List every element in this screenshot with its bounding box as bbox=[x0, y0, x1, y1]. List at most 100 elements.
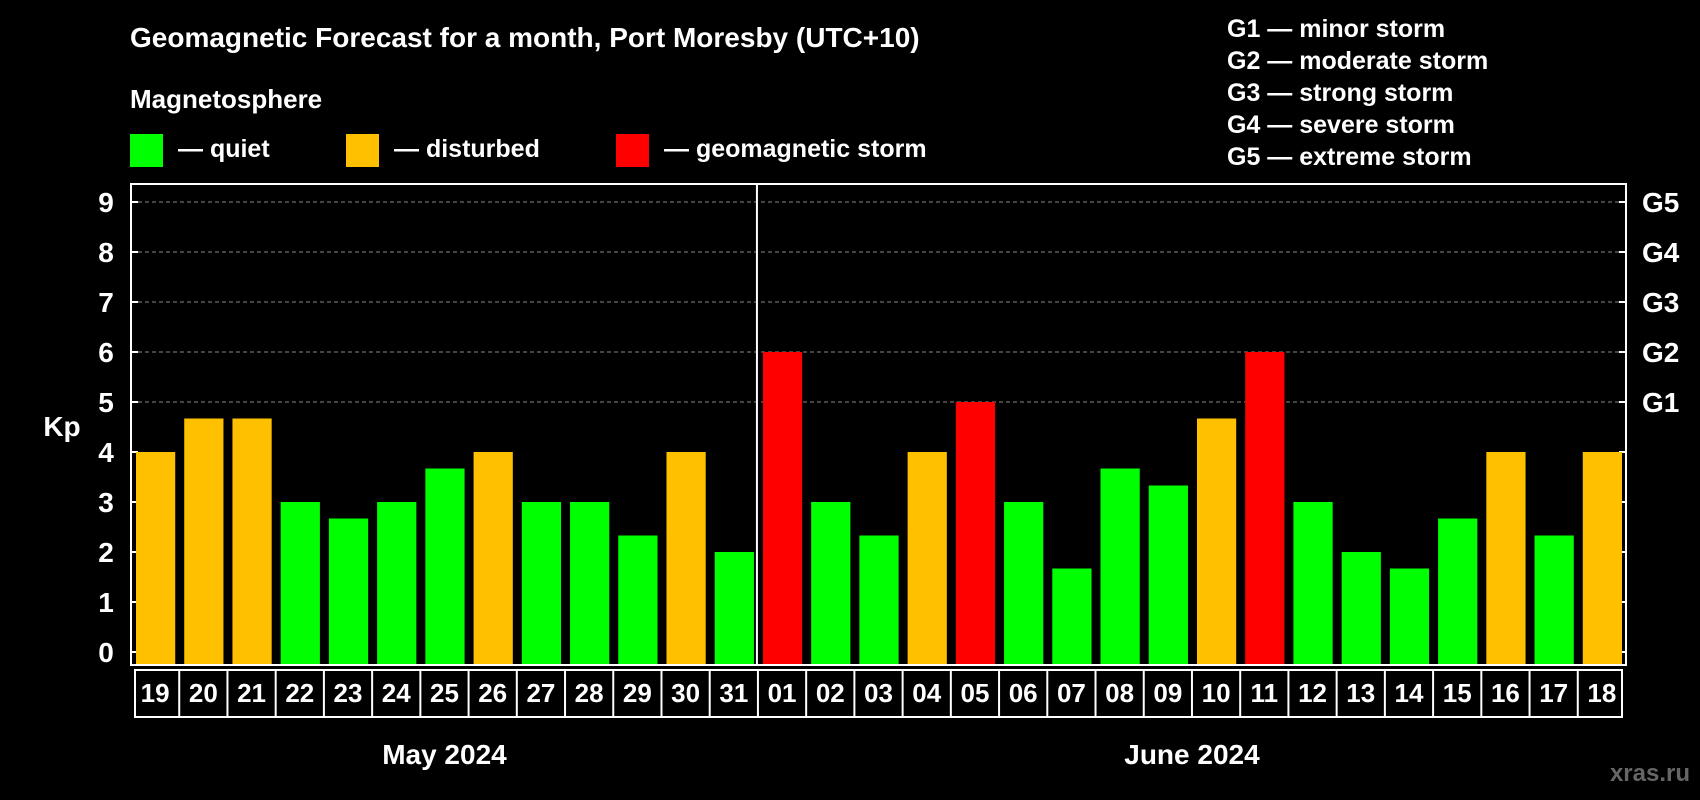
x-tick-label: 30 bbox=[671, 678, 700, 708]
y-tick-label: 1 bbox=[98, 587, 114, 618]
bar bbox=[521, 502, 562, 664]
y-tick-label: 0 bbox=[98, 637, 114, 668]
x-tick-label: 03 bbox=[864, 678, 893, 708]
x-tick-label: 27 bbox=[526, 678, 555, 708]
bar bbox=[377, 502, 417, 664]
x-tick-label: 16 bbox=[1491, 678, 1520, 708]
x-tick-label: 24 bbox=[382, 678, 411, 708]
bar bbox=[618, 535, 658, 664]
x-tick-label: 08 bbox=[1105, 678, 1134, 708]
x-tick-label: 12 bbox=[1298, 678, 1327, 708]
bar bbox=[1245, 352, 1285, 664]
day-label-box bbox=[134, 669, 1623, 718]
x-tick-label: 22 bbox=[285, 678, 314, 708]
bar bbox=[1486, 452, 1526, 664]
legend-swatch bbox=[616, 134, 649, 167]
scale-legend-item: G3 — strong storm bbox=[1227, 79, 1453, 107]
bar bbox=[280, 502, 320, 664]
bar bbox=[1341, 552, 1381, 664]
x-tick-label: 19 bbox=[141, 678, 170, 708]
bar bbox=[714, 552, 754, 664]
legend-swatch bbox=[346, 134, 379, 167]
x-tick-label: 23 bbox=[334, 678, 363, 708]
y-tick-label: 2 bbox=[98, 537, 114, 568]
right-axis-label: G2 bbox=[1642, 337, 1679, 368]
x-tick-label: 10 bbox=[1202, 678, 1231, 708]
bar bbox=[425, 468, 465, 664]
watermark: xras.ru bbox=[1610, 760, 1690, 787]
x-tick-label: 11 bbox=[1251, 678, 1279, 708]
scale-legend-item: G1 — minor storm bbox=[1227, 15, 1445, 43]
y-tick-label: 9 bbox=[98, 187, 114, 218]
y-tick-label: 5 bbox=[98, 387, 114, 418]
bar bbox=[955, 402, 996, 664]
y-tick-label: 7 bbox=[98, 287, 114, 318]
legend-swatch bbox=[130, 134, 163, 167]
x-tick-label: 26 bbox=[478, 678, 507, 708]
y-tick-label: 3 bbox=[98, 487, 114, 518]
bar bbox=[1052, 568, 1092, 664]
bar bbox=[232, 418, 272, 664]
legend-label: — geomagnetic storm bbox=[664, 135, 927, 163]
bar bbox=[907, 452, 947, 664]
plot-frame bbox=[130, 183, 1627, 666]
bar bbox=[1389, 568, 1430, 664]
y-tick-label: 8 bbox=[98, 237, 114, 268]
right-axis-label: G4 bbox=[1642, 237, 1680, 268]
bar bbox=[762, 352, 803, 664]
chart-title: Geomagnetic Forecast for a month, Port M… bbox=[130, 22, 920, 53]
x-tick-label: 02 bbox=[816, 678, 845, 708]
bar bbox=[666, 452, 706, 664]
month-label: May 2024 bbox=[382, 739, 507, 770]
bar bbox=[1148, 485, 1188, 664]
storm-scale-legend: G1 — minor storm G2 — moderate storm G3 — … bbox=[1227, 15, 1488, 171]
x-tick-label: 21 bbox=[237, 678, 266, 708]
scale-legend-item: G5 — extreme storm bbox=[1227, 143, 1472, 171]
x-tick-label: 15 bbox=[1443, 678, 1472, 708]
legend: — quiet — disturbed — geomagnetic storm bbox=[130, 134, 927, 167]
bar bbox=[184, 418, 224, 664]
bar bbox=[859, 535, 899, 664]
bar bbox=[1196, 418, 1237, 664]
x-tick-label: 05 bbox=[960, 678, 989, 708]
x-tick-label: 17 bbox=[1539, 678, 1568, 708]
x-tick-label: 20 bbox=[189, 678, 218, 708]
x-tick-label: 09 bbox=[1153, 678, 1182, 708]
bar bbox=[1438, 518, 1478, 664]
x-tick-label: 31 bbox=[719, 678, 748, 708]
right-axis-label: G5 bbox=[1642, 187, 1679, 218]
chart-subtitle: Magnetosphere bbox=[130, 84, 322, 114]
bar bbox=[1582, 452, 1622, 664]
bar bbox=[1004, 502, 1044, 664]
bar bbox=[328, 518, 369, 664]
x-tick-label: 18 bbox=[1587, 678, 1616, 708]
scale-legend-item: G4 — severe storm bbox=[1227, 111, 1455, 139]
x-tick-label: 06 bbox=[1009, 678, 1038, 708]
legend-label: — quiet bbox=[178, 135, 270, 163]
bar bbox=[1100, 468, 1140, 664]
bar bbox=[1534, 535, 1574, 664]
x-tick-label: 04 bbox=[912, 678, 941, 708]
x-tick-label: 28 bbox=[575, 678, 604, 708]
y-tick-label: 6 bbox=[98, 337, 114, 368]
month-label: June 2024 bbox=[1124, 739, 1260, 770]
bar bbox=[473, 452, 513, 664]
x-tick-label: 01 bbox=[768, 678, 797, 708]
y-tick-label: 4 bbox=[98, 437, 114, 468]
x-tick-label: 07 bbox=[1057, 678, 1086, 708]
scale-legend-item: G2 — moderate storm bbox=[1227, 47, 1488, 75]
x-tick-label: 13 bbox=[1346, 678, 1375, 708]
x-tick-label: 25 bbox=[430, 678, 459, 708]
bar bbox=[811, 502, 851, 664]
bar bbox=[1293, 502, 1333, 664]
x-tick-label: 29 bbox=[623, 678, 652, 708]
y-axis-label: Kp bbox=[43, 411, 80, 442]
right-axis-label: G1 bbox=[1642, 387, 1679, 418]
bar bbox=[136, 452, 176, 664]
bar bbox=[570, 502, 610, 664]
right-axis-label: G3 bbox=[1642, 287, 1679, 318]
x-tick-label: 14 bbox=[1395, 678, 1424, 708]
legend-label: — disturbed bbox=[394, 135, 540, 163]
